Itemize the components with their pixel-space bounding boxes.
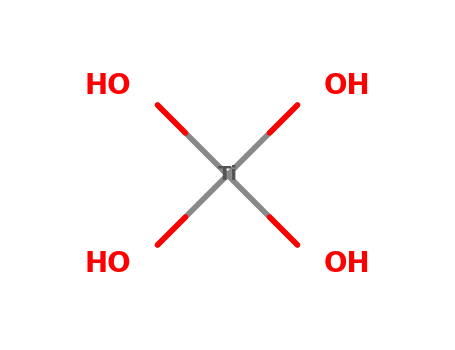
Text: OH: OH (324, 72, 370, 100)
Text: HO: HO (85, 72, 131, 100)
Text: Ti: Ti (217, 166, 238, 184)
Text: OH: OH (324, 250, 370, 278)
Text: HO: HO (85, 250, 131, 278)
